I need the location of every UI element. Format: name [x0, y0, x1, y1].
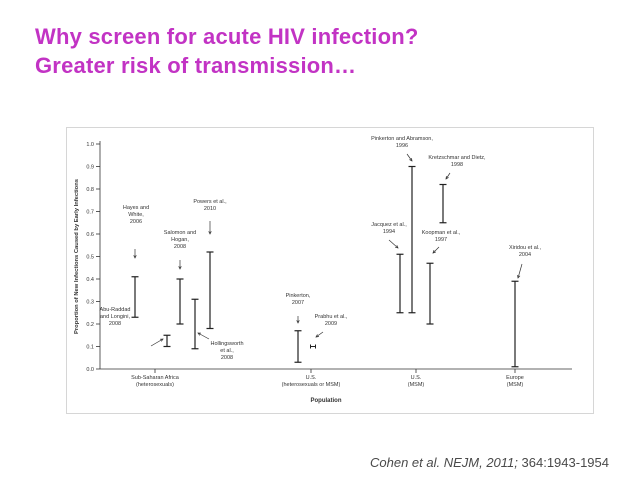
- study-label: 2008: [109, 321, 121, 327]
- study-pointer: [388, 239, 399, 249]
- study-label: 2008: [174, 244, 186, 250]
- y-tick-label: 0.6: [86, 232, 94, 238]
- study-pointer-head: [133, 255, 137, 259]
- slide-title: Why screen for acute HIV infection? Grea…: [35, 22, 625, 80]
- study-pointer: [432, 246, 440, 254]
- x-category-label: Europe: [506, 375, 524, 381]
- y-tick-label: 0.8: [86, 187, 94, 193]
- study-label: 1997: [435, 237, 447, 243]
- range-chart: 0.0 0.1 0.2 0.3 0.4 0.5 0.6 0.7 0.8 0.9 1.0 Proport…: [74, 136, 572, 404]
- study-pointer-head: [178, 266, 182, 270]
- y-tick-label: 0.0: [86, 367, 94, 373]
- study-pointer-head: [517, 274, 521, 279]
- study-label: 2009: [325, 321, 337, 327]
- study-pointer-head: [445, 175, 449, 180]
- study-pointer: [197, 332, 210, 340]
- citation-reference: 364:1943-1954: [517, 455, 609, 470]
- citation-authors: Cohen et al. NEJM, 2011;: [370, 455, 518, 470]
- study-label: 2006: [130, 219, 142, 225]
- study-label: Xiridou et al.,: [509, 245, 542, 251]
- study-label: 2007: [292, 300, 304, 306]
- study-pointer: [445, 172, 451, 180]
- study-label: 2008: [221, 355, 233, 361]
- y-tick-label: 0.5: [86, 255, 94, 261]
- study-pointer-head: [395, 245, 399, 249]
- x-category-sublabel: (heterosexuals): [136, 382, 174, 388]
- y-tick-label: 0.9: [86, 165, 94, 171]
- study-label: et al.,: [220, 348, 234, 354]
- x-category-sublabel: (MSM): [408, 382, 425, 388]
- study-label: Pinkerton and Abramson,: [371, 136, 433, 142]
- study-label: Hollingsworth: [210, 341, 243, 347]
- study-pointer-head: [409, 157, 413, 162]
- study-label: 1994: [383, 229, 395, 235]
- study-pointer-head: [432, 250, 436, 254]
- study-pointer: [150, 338, 164, 347]
- study-label: 1998: [451, 162, 463, 168]
- y-tick-label: 0.1: [86, 345, 94, 351]
- study-label: and Longini,: [100, 314, 130, 320]
- x-axis-label: Population: [311, 398, 342, 404]
- study-pointer: [517, 263, 523, 279]
- x-category-sublabel: (heterosexuals or MSM): [282, 382, 341, 388]
- study-label: 2004: [519, 252, 531, 258]
- study-label: Hayes and: [123, 205, 149, 211]
- study-pointer-head: [208, 231, 212, 235]
- y-tick-label: 0.4: [86, 277, 94, 283]
- study-label: Jacquez et al.,: [371, 222, 407, 228]
- slide-title-line-2: Greater risk of transmission…: [35, 53, 357, 78]
- x-category-sublabel: (MSM): [507, 382, 524, 388]
- y-tick-label: 1.0: [86, 142, 94, 148]
- x-category-label: U.S.: [411, 375, 422, 381]
- y-tick-label: 0.2: [86, 322, 94, 328]
- study-label: 2010: [204, 206, 216, 212]
- study-pointer-head: [296, 320, 300, 324]
- y-tick-label: 0.3: [86, 300, 94, 306]
- study-pointer-head: [315, 334, 320, 338]
- study-pointer-head: [159, 338, 164, 342]
- slide-title-line-1: Why screen for acute HIV infection?: [35, 24, 419, 49]
- study-pointer: [315, 331, 324, 338]
- y-axis-label: Proportion of New Infections Caused by E…: [74, 179, 80, 334]
- figure-frame: 0.0 0.1 0.2 0.3 0.4 0.5 0.6 0.7 0.8 0.9 1.0 Proport…: [66, 127, 594, 414]
- study-label: 1996: [396, 143, 408, 149]
- citation: Cohen et al. NEJM, 2011; 364:1943-1954: [370, 455, 609, 470]
- study-label: Koopman et al.,: [422, 230, 461, 236]
- study-label: White,: [128, 212, 144, 218]
- x-category-label: Sub-Saharan Africa: [131, 375, 180, 381]
- study-label: Abu-Raddad: [100, 307, 131, 313]
- study-label: Pinkerton,: [286, 293, 311, 299]
- study-pointer: [406, 153, 413, 162]
- y-tick-label: 0.7: [86, 210, 94, 216]
- study-label: Kretzschmar and Dietz,: [428, 155, 486, 161]
- study-pointer-head: [197, 332, 202, 336]
- study-label: Hogan,: [171, 237, 189, 243]
- study-label: Prabhu et al.,: [315, 314, 348, 320]
- study-label: Salomon and: [164, 230, 196, 236]
- x-category-label: U.S.: [306, 375, 317, 381]
- study-label: Powers et al.,: [193, 199, 227, 205]
